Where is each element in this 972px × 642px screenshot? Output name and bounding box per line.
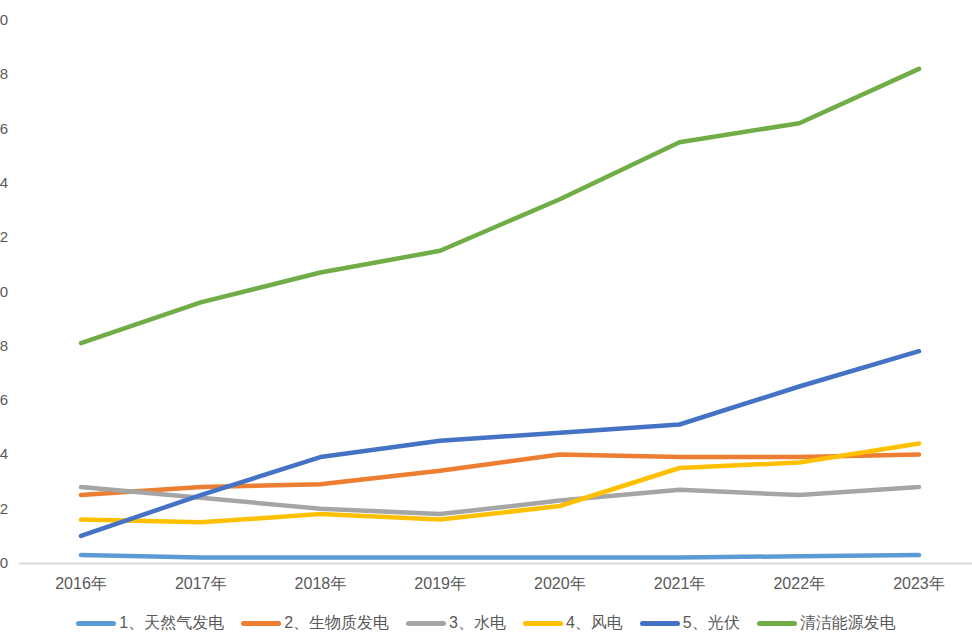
y-tick-label: 8 bbox=[0, 337, 8, 355]
legend-line-marker bbox=[523, 621, 563, 626]
y-tick-label: 14 bbox=[0, 174, 8, 192]
legend-label: 清洁能源发电 bbox=[800, 613, 896, 634]
legend-item: 5、光伏 bbox=[640, 613, 740, 634]
chart-legend: 1、天然气发电 2、生物质发电 3、水电 4、风电 5、光伏 清洁能源发电 bbox=[0, 610, 972, 636]
legend-item: 2、生物质发电 bbox=[241, 613, 389, 634]
legend-item: 3、水电 bbox=[406, 613, 506, 634]
series-line-6 bbox=[81, 69, 919, 343]
legend-item: 1、天然气发电 bbox=[76, 613, 224, 634]
plot-svg bbox=[0, 0, 972, 642]
x-tick-label: 2017年 bbox=[151, 574, 251, 593]
x-tick-label: 2018年 bbox=[270, 574, 370, 593]
x-tick-label: 2023年 bbox=[869, 574, 969, 593]
y-tick-label: 2 bbox=[0, 500, 8, 518]
x-tick-label: 2019年 bbox=[390, 574, 490, 593]
legend-line-marker bbox=[757, 621, 797, 626]
y-tick-label: 6 bbox=[0, 391, 8, 409]
legend-line-marker bbox=[241, 621, 281, 626]
legend-line-marker bbox=[640, 621, 680, 626]
y-tick-label: 18 bbox=[0, 65, 8, 83]
x-tick-label: 2016年 bbox=[31, 574, 131, 593]
legend-line-marker bbox=[406, 621, 446, 626]
legend-item: 清洁能源发电 bbox=[757, 613, 896, 634]
x-tick-label: 2022年 bbox=[749, 574, 849, 593]
y-tick-label: 12 bbox=[0, 228, 8, 246]
series-line-1 bbox=[81, 555, 919, 558]
chart-container: 0 2 4 6 8 10 12 14 16 18 20 2016年 2017年 2018年 2019年 20… bbox=[0, 0, 972, 642]
legend-item: 4、风电 bbox=[523, 613, 623, 634]
series-line-2 bbox=[81, 454, 919, 495]
y-tick-label: 4 bbox=[0, 445, 8, 463]
x-tick-label: 2020年 bbox=[510, 574, 610, 593]
legend-label: 1、天然气发电 bbox=[119, 613, 224, 634]
y-tick-label: 0 bbox=[0, 554, 8, 572]
legend-label: 5、光伏 bbox=[683, 613, 740, 634]
y-tick-label: 16 bbox=[0, 120, 8, 138]
x-tick-label: 2021年 bbox=[630, 574, 730, 593]
legend-label: 2、生物质发电 bbox=[284, 613, 389, 634]
legend-label: 4、风电 bbox=[566, 613, 623, 634]
legend-label: 3、水电 bbox=[449, 613, 506, 634]
y-tick-label: 10 bbox=[0, 283, 8, 301]
y-tick-label: 20 bbox=[0, 11, 8, 29]
legend-line-marker bbox=[76, 621, 116, 626]
